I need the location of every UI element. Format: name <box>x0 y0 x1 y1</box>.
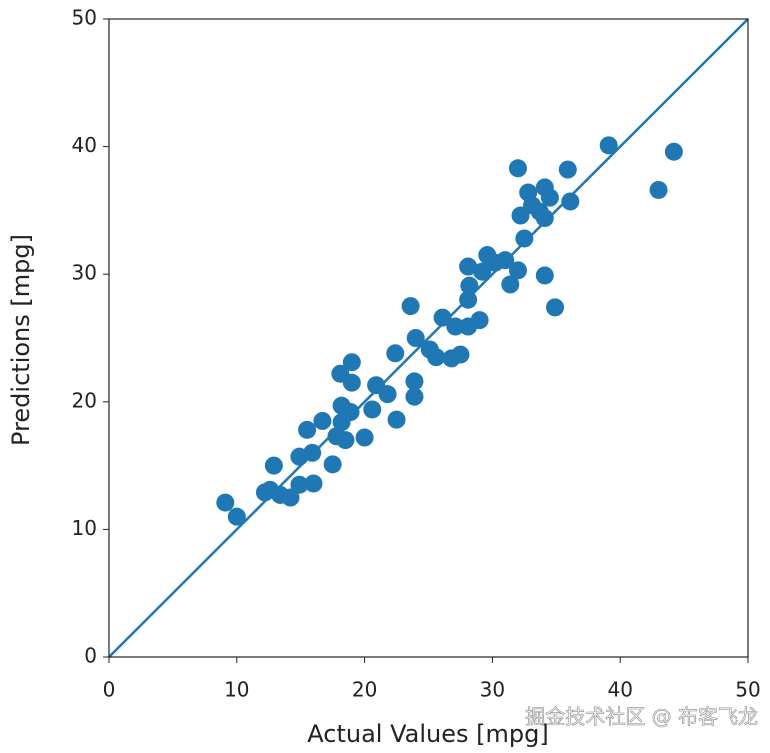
point <box>342 353 361 372</box>
point <box>558 160 577 179</box>
point <box>355 428 374 447</box>
point <box>511 206 530 225</box>
x-tick-label: 50 <box>735 678 760 702</box>
point <box>496 251 515 270</box>
x-tick-label: 0 <box>103 678 116 702</box>
y-tick-label: 40 <box>72 133 97 157</box>
point <box>535 266 554 285</box>
x-axis-label: Actual Values [mpg] <box>307 720 548 748</box>
point <box>227 507 246 526</box>
x-tick-label: 30 <box>480 678 505 702</box>
point <box>460 276 479 295</box>
point <box>446 317 465 336</box>
point <box>303 443 322 462</box>
point <box>323 455 342 474</box>
point <box>599 136 618 155</box>
point <box>264 456 283 475</box>
x-tick-label: 10 <box>224 678 249 702</box>
point <box>313 411 332 430</box>
point <box>535 209 554 228</box>
point <box>298 420 317 439</box>
point <box>341 403 360 422</box>
y-axis-label: Predictions [mpg] <box>7 234 35 446</box>
point <box>459 257 478 276</box>
point <box>363 400 382 419</box>
y-tick-label: 30 <box>72 261 97 285</box>
point <box>508 159 527 178</box>
y-tick-label: 20 <box>72 388 97 412</box>
point <box>561 192 580 211</box>
reference-line <box>108 18 749 658</box>
y-tick-label: 0 <box>84 644 97 668</box>
point <box>336 431 355 450</box>
x-tick-label: 20 <box>352 678 377 702</box>
point <box>401 297 420 316</box>
plot-frame <box>108 18 749 658</box>
point <box>515 229 534 248</box>
point <box>508 261 527 280</box>
point <box>470 311 489 330</box>
point <box>546 298 565 317</box>
point <box>451 345 470 364</box>
point <box>649 180 668 199</box>
point <box>433 308 452 327</box>
point <box>540 188 559 207</box>
point <box>378 385 397 404</box>
point <box>281 488 300 507</box>
point <box>342 373 361 392</box>
point <box>290 475 309 494</box>
point <box>386 344 405 363</box>
y-tick-label: 10 <box>72 516 97 540</box>
x-tick-label: 40 <box>607 678 632 702</box>
point <box>406 329 425 347</box>
point <box>459 290 478 309</box>
point <box>427 348 446 367</box>
point <box>501 275 520 294</box>
point <box>664 142 683 161</box>
point <box>387 410 406 429</box>
point <box>405 387 424 406</box>
point <box>405 372 424 391</box>
y-tick-label: 50 <box>72 6 97 30</box>
point <box>216 493 235 512</box>
point <box>473 262 492 281</box>
point <box>304 474 323 493</box>
watermark: 掘金技术社区 @ 布客飞龙 <box>525 705 758 729</box>
